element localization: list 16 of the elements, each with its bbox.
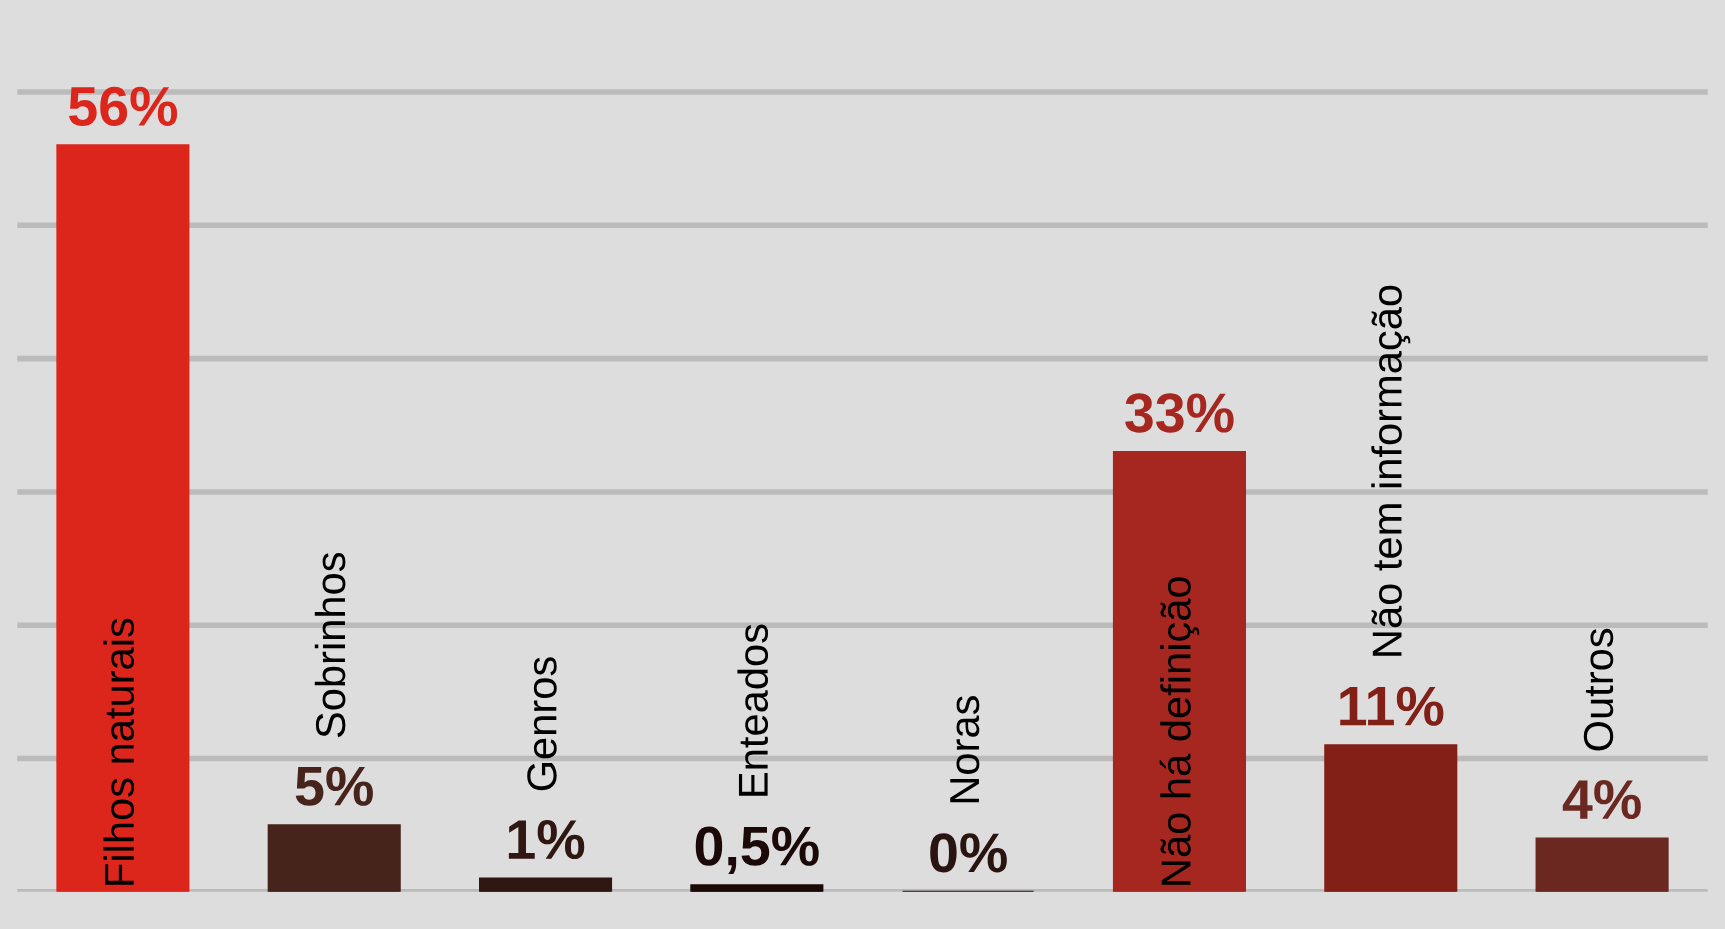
data-label: 33%	[1125, 393, 1234, 433]
data-label: 0%	[930, 833, 1007, 873]
x-tick-label: Enteados	[737, 624, 769, 796]
data-label: 5%	[295, 766, 373, 806]
data-label: 4%	[1562, 780, 1641, 820]
x-tick-label: Genros	[527, 657, 557, 791]
x-tick-label: Não tem informação	[1371, 285, 1411, 656]
x-tick-label: Noras	[950, 696, 980, 803]
data-label: 56%	[69, 86, 178, 127]
x-tick-label: Não há definição	[1159, 577, 1200, 885]
x-tick-label: Filhos naturais	[103, 618, 135, 885]
data-label: 11%	[1340, 686, 1444, 726]
x-tick-label: Sobrinhos	[314, 552, 346, 738]
data-label: 1%	[508, 819, 585, 860]
x-tick-label: Outros	[1583, 628, 1614, 751]
data-label: 0,5%	[695, 826, 819, 874]
